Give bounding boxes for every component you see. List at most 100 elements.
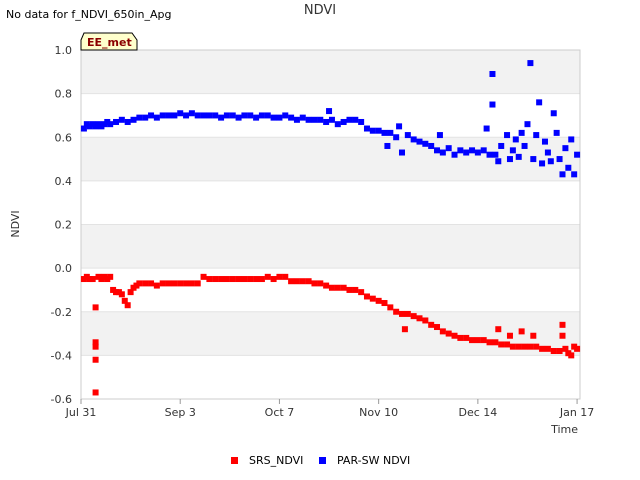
data-point — [568, 136, 575, 143]
data-point — [124, 118, 131, 125]
data-point — [404, 132, 411, 139]
data-point — [212, 112, 219, 119]
data-point — [148, 112, 155, 119]
data-point — [358, 118, 365, 125]
data-point — [326, 108, 333, 115]
y-tick-label: -0.6 — [51, 393, 72, 406]
data-point — [521, 142, 528, 149]
data-point — [200, 273, 207, 280]
data-point — [457, 147, 464, 154]
grid-band — [81, 50, 580, 94]
data-point — [80, 125, 87, 132]
data-point — [398, 149, 405, 156]
legend-swatch-par-sw-ndvi — [319, 457, 326, 464]
data-point — [428, 321, 435, 328]
data-point — [136, 280, 143, 287]
data-point — [434, 147, 441, 154]
data-point — [533, 343, 540, 350]
data-point — [574, 151, 581, 158]
data-point — [369, 127, 376, 134]
data-point — [434, 324, 441, 331]
data-point — [358, 289, 365, 296]
data-point — [562, 145, 569, 152]
data-point — [498, 341, 505, 348]
data-point — [436, 132, 443, 139]
ee-met-badge: EE_met — [80, 32, 138, 51]
data-point — [565, 164, 572, 171]
data-point — [521, 343, 528, 350]
x-tick-label: Jan 17 — [559, 406, 594, 419]
data-point — [387, 129, 394, 136]
data-point — [288, 278, 295, 285]
data-point — [241, 112, 248, 119]
legend: SRS_NDVI PAR-SW NDVI — [231, 454, 410, 467]
data-point — [515, 153, 522, 160]
data-point — [299, 278, 306, 285]
data-point — [229, 276, 236, 283]
chart-title: NDVI — [303, 3, 337, 18]
data-point — [527, 343, 534, 350]
data-point — [492, 339, 499, 346]
data-point — [504, 132, 511, 139]
data-point — [384, 142, 391, 149]
data-point — [504, 341, 511, 348]
data-point — [142, 114, 149, 121]
legend-label-srs-ndvi: SRS_NDVI — [249, 454, 303, 467]
data-point — [480, 337, 487, 344]
data-point — [218, 276, 225, 283]
data-point — [171, 280, 178, 287]
data-point — [276, 273, 283, 280]
data-point — [334, 284, 341, 291]
data-point — [524, 121, 531, 128]
data-point — [539, 160, 546, 167]
data-point — [550, 348, 557, 355]
data-point — [474, 337, 481, 344]
data-point — [346, 286, 353, 293]
no-data-message: No data for f_NDVI_650in_Apg — [6, 8, 172, 21]
data-point — [118, 116, 125, 123]
data-point — [559, 171, 566, 178]
data-point — [206, 276, 213, 283]
y-tick-label: 0.2 — [55, 219, 73, 232]
y-tick-label: 0.4 — [55, 175, 73, 188]
data-point — [559, 332, 566, 339]
data-point — [142, 280, 149, 287]
data-point — [177, 280, 184, 287]
badge-label: EE_met — [87, 36, 132, 49]
data-point — [247, 112, 254, 119]
data-point — [396, 123, 403, 130]
data-point — [422, 140, 429, 147]
data-point — [410, 313, 417, 320]
data-point — [159, 280, 166, 287]
data-point — [574, 345, 581, 352]
data-point — [212, 276, 219, 283]
data-point — [282, 273, 289, 280]
data-point — [536, 99, 543, 106]
data-points — [80, 60, 581, 396]
data-point — [264, 273, 271, 280]
data-point — [253, 276, 260, 283]
data-point — [363, 293, 370, 300]
data-point — [223, 112, 230, 119]
data-point — [270, 276, 277, 283]
grid-band — [81, 137, 580, 181]
data-point — [200, 112, 207, 119]
data-point — [416, 315, 423, 322]
data-point — [153, 114, 160, 121]
data-point — [299, 114, 306, 121]
data-point — [393, 308, 400, 315]
data-point — [305, 278, 312, 285]
data-point — [363, 125, 370, 132]
data-point — [530, 332, 537, 339]
data-point — [486, 151, 493, 158]
data-point — [544, 149, 551, 156]
data-point — [229, 112, 236, 119]
data-point — [556, 156, 563, 163]
data-point — [518, 328, 525, 335]
y-tick-label: 0.6 — [55, 131, 73, 144]
y-axis-label: NDVI — [9, 210, 22, 237]
data-point — [506, 156, 513, 163]
data-point — [369, 295, 376, 302]
data-point — [311, 280, 318, 287]
data-point — [515, 343, 522, 350]
